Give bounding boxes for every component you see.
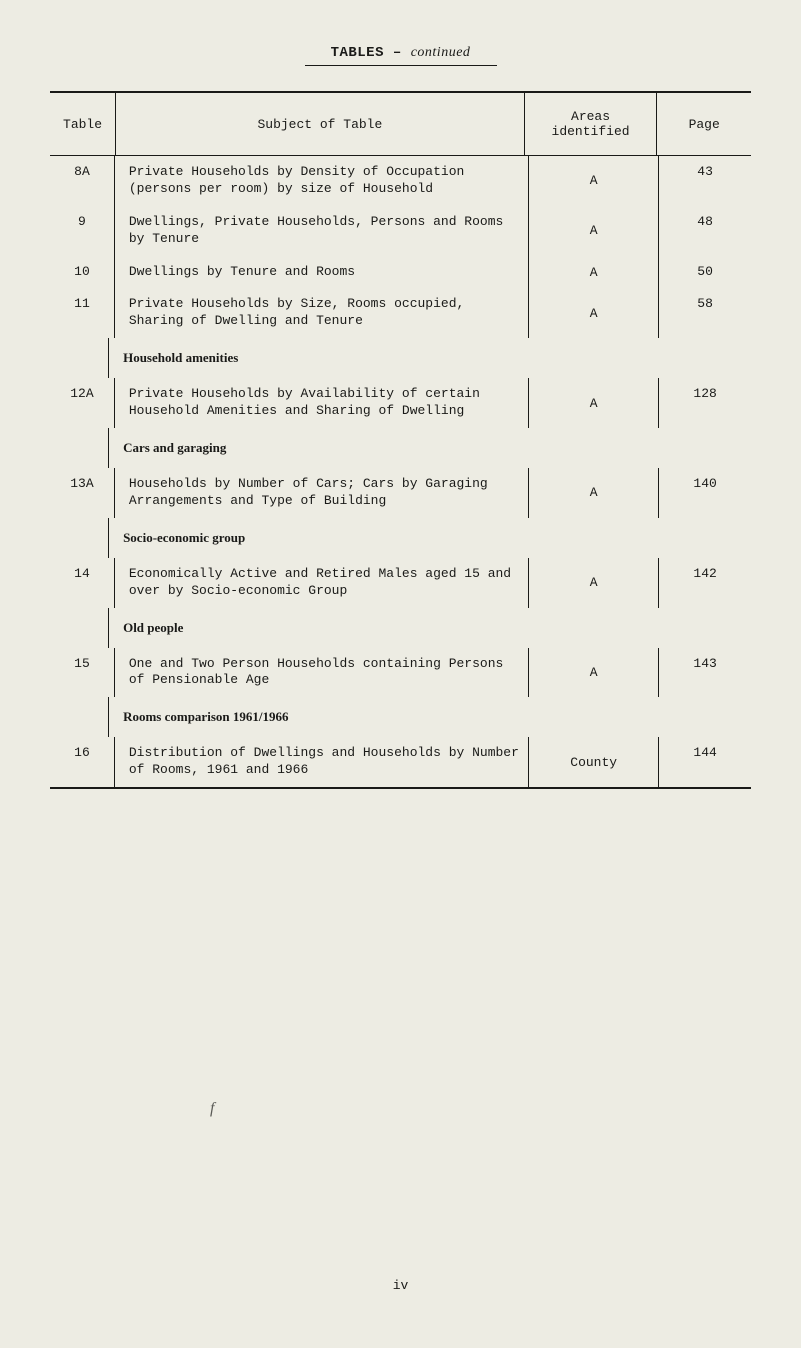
cell-areas: A xyxy=(529,648,658,698)
section-heading: Rooms comparison 1961/1966 xyxy=(109,697,538,737)
section-gap-2 xyxy=(664,338,751,378)
section-gap-2 xyxy=(664,608,751,648)
cell-table-num: 8A xyxy=(50,156,114,206)
section-heading: Cars and garaging xyxy=(109,428,538,468)
cell-table-num: 16 xyxy=(50,737,114,787)
cell-table-num: 14 xyxy=(50,558,114,608)
section-gap-1 xyxy=(538,518,664,558)
section-table-cell xyxy=(50,518,108,558)
cell-areas: A xyxy=(529,156,658,206)
table-row: 9Dwellings, Private Households, Persons … xyxy=(50,206,751,256)
cell-subject: One and Two Person Households containing… xyxy=(115,648,528,698)
title-underline xyxy=(305,65,497,66)
section-gap-1 xyxy=(538,428,664,468)
section-heading-row: Old people xyxy=(50,608,751,648)
cell-subject: Private Households by Size, Rooms occupi… xyxy=(115,288,528,338)
section-heading: Socio-economic group xyxy=(109,518,538,558)
cell-areas: A xyxy=(529,288,658,338)
section-gap-1 xyxy=(538,697,664,737)
section-heading-row: Rooms comparison 1961/1966 xyxy=(50,697,751,737)
cell-page: 140 xyxy=(659,468,751,518)
section-heading-row: Socio-economic group xyxy=(50,518,751,558)
table-row: 14Economically Active and Retired Males … xyxy=(50,558,751,608)
table-row: 13AHouseholds by Number of Cars; Cars by… xyxy=(50,468,751,518)
header-page: Page xyxy=(657,93,751,155)
table-row: 8APrivate Households by Density of Occup… xyxy=(50,156,751,206)
cell-subject: Private Households by Availability of ce… xyxy=(115,378,528,428)
cell-table-num: 13A xyxy=(50,468,114,518)
table-body: 8APrivate Households by Density of Occup… xyxy=(50,156,751,787)
cell-page: 128 xyxy=(659,378,751,428)
section-gap-1 xyxy=(538,338,664,378)
section-heading-row: Cars and garaging xyxy=(50,428,751,468)
cell-page: 143 xyxy=(659,648,751,698)
cell-areas: County xyxy=(529,737,658,787)
section-table-cell xyxy=(50,697,108,737)
section-gap-1 xyxy=(538,608,664,648)
table-row: 11Private Households by Size, Rooms occu… xyxy=(50,288,751,338)
cell-page: 58 xyxy=(659,288,751,338)
cell-subject: Private Households by Density of Occupat… xyxy=(115,156,528,206)
cell-page: 142 xyxy=(659,558,751,608)
cell-areas: A xyxy=(529,558,658,608)
title-italic: continued xyxy=(411,45,471,60)
section-heading: Household amenities xyxy=(109,338,538,378)
header-subject: Subject of Table xyxy=(116,93,524,155)
cell-table-num: 10 xyxy=(50,256,114,289)
section-gap-2 xyxy=(664,518,751,558)
title-bold: TABLES – xyxy=(331,45,402,61)
section-gap-2 xyxy=(664,428,751,468)
page-title: TABLES – continued xyxy=(50,45,751,61)
cell-subject: Dwellings by Tenure and Rooms xyxy=(115,256,528,289)
cell-page: 50 xyxy=(659,256,751,289)
section-table-cell xyxy=(50,428,108,468)
cell-subject: Households by Number of Cars; Cars by Ga… xyxy=(115,468,528,518)
cell-table-num: 12A xyxy=(50,378,114,428)
cell-subject: Economically Active and Retired Males ag… xyxy=(115,558,528,608)
table-row: 12APrivate Households by Availability of… xyxy=(50,378,751,428)
section-heading: Old people xyxy=(109,608,538,648)
cell-page: 48 xyxy=(659,206,751,256)
cell-areas: A xyxy=(529,256,658,289)
cell-subject: Dwellings, Private Households, Persons a… xyxy=(115,206,528,256)
footer-glyph: f xyxy=(210,1100,214,1118)
header-table: Table xyxy=(50,93,115,155)
table-row: 10Dwellings by Tenure and RoomsA50 xyxy=(50,256,751,289)
cell-table-num: 11 xyxy=(50,288,114,338)
cell-subject: Distribution of Dwellings and Households… xyxy=(115,737,528,787)
table-bottom-rule xyxy=(50,787,751,789)
cell-areas: A xyxy=(529,378,658,428)
cell-page: 43 xyxy=(659,156,751,206)
section-gap-2 xyxy=(664,697,751,737)
cell-areas: A xyxy=(529,206,658,256)
header-areas: Areas identified xyxy=(525,93,657,155)
section-table-cell xyxy=(50,608,108,648)
cell-table-num: 9 xyxy=(50,206,114,256)
table-row: 16Distribution of Dwellings and Househol… xyxy=(50,737,751,787)
page: TABLES – continued Table Subject of Tabl… xyxy=(0,0,801,1348)
section-table-cell xyxy=(50,338,108,378)
cell-table-num: 15 xyxy=(50,648,114,698)
section-heading-row: Household amenities xyxy=(50,338,751,378)
cell-page: 144 xyxy=(659,737,751,787)
footer-pagenum: iv xyxy=(0,1278,801,1293)
table-row: 15One and Two Person Households containi… xyxy=(50,648,751,698)
cell-areas: A xyxy=(529,468,658,518)
table-header-row: Table Subject of Table Areas identified … xyxy=(50,93,751,155)
